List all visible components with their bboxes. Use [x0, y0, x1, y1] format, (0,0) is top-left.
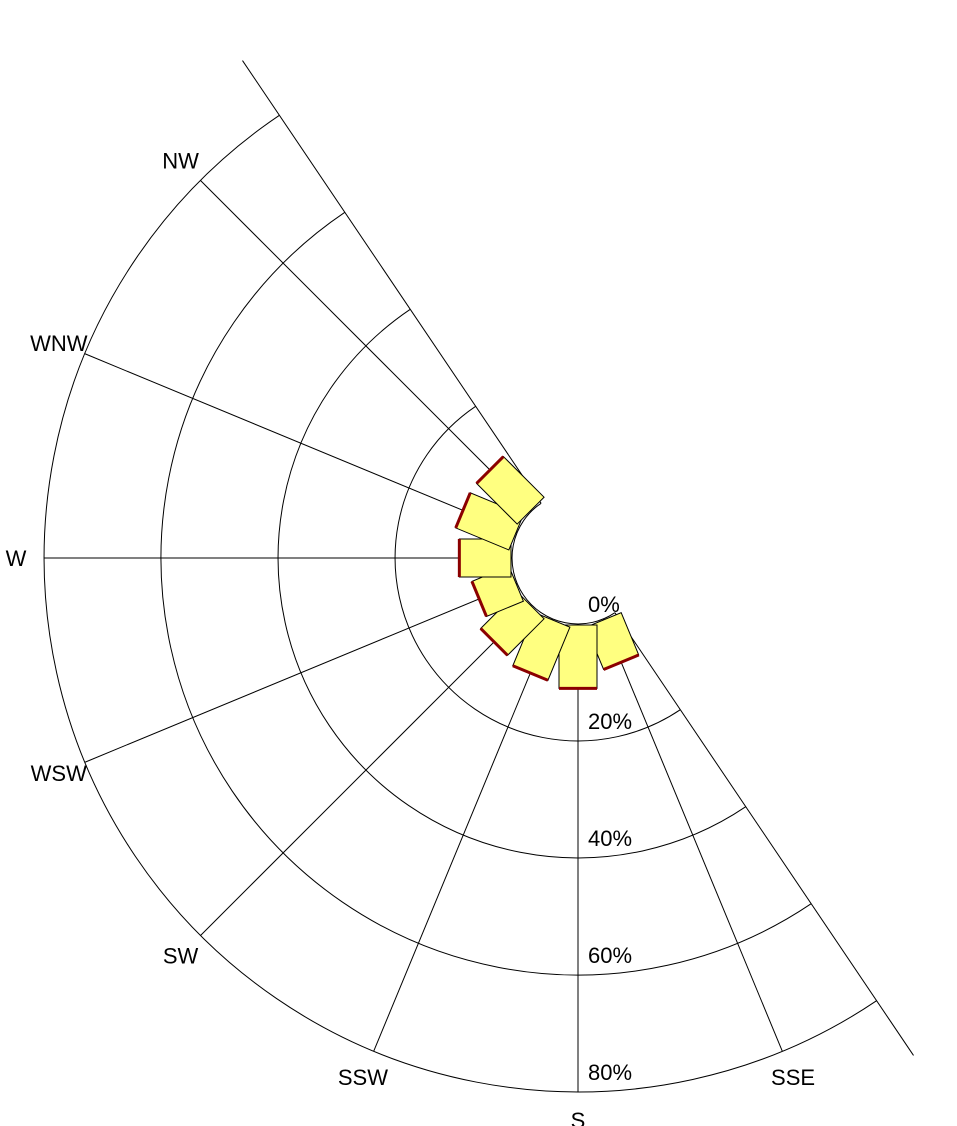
ring-20 [394, 405, 681, 742]
spoke-sw [200, 604, 532, 936]
direction-label-s: S [571, 1108, 586, 1126]
ring-0 [511, 502, 616, 625]
ring-60 [160, 211, 812, 976]
direction-label-nw: NW [162, 149, 199, 174]
petal-edge-ssw [512, 664, 549, 682]
petal-edge-wsw [470, 580, 488, 618]
petal-edge-sw [479, 627, 509, 657]
petal-edge-nw [475, 455, 505, 485]
label-layer: 0% 20% 40% 60% 80% SSE S SSW SW WSW W WNW NW [6, 149, 815, 1126]
ring-80 [43, 114, 877, 1093]
petal-edge-sse [603, 653, 640, 671]
direction-label-sse: SSE [771, 1065, 815, 1090]
direction-label-w: W [6, 546, 27, 571]
grid-layer [43, 60, 914, 1093]
sector-boundary-end [242, 60, 542, 504]
spoke-nw [200, 180, 532, 512]
radial-tick-label: 80% [588, 1060, 632, 1085]
spoke-sse [602, 618, 783, 1052]
direction-label-wsw: WSW [31, 761, 87, 786]
radial-tick-label: 0% [588, 592, 620, 617]
direction-label-wnw: WNW [30, 331, 88, 356]
radial-tick-label: 40% [588, 826, 632, 851]
radial-tick-label: 60% [588, 943, 632, 968]
direction-label-sw: SW [163, 943, 199, 968]
spoke-wnw [84, 353, 518, 534]
spoke-wsw [84, 582, 518, 763]
petal-edge-wnw [454, 492, 472, 529]
ring-40 [277, 308, 747, 859]
sector-boundary-start [614, 612, 914, 1056]
petal-layer [454, 455, 640, 690]
radial-tick-label: 20% [588, 709, 632, 734]
direction-label-ssw: SSW [338, 1065, 388, 1090]
spoke-ssw [373, 618, 554, 1052]
